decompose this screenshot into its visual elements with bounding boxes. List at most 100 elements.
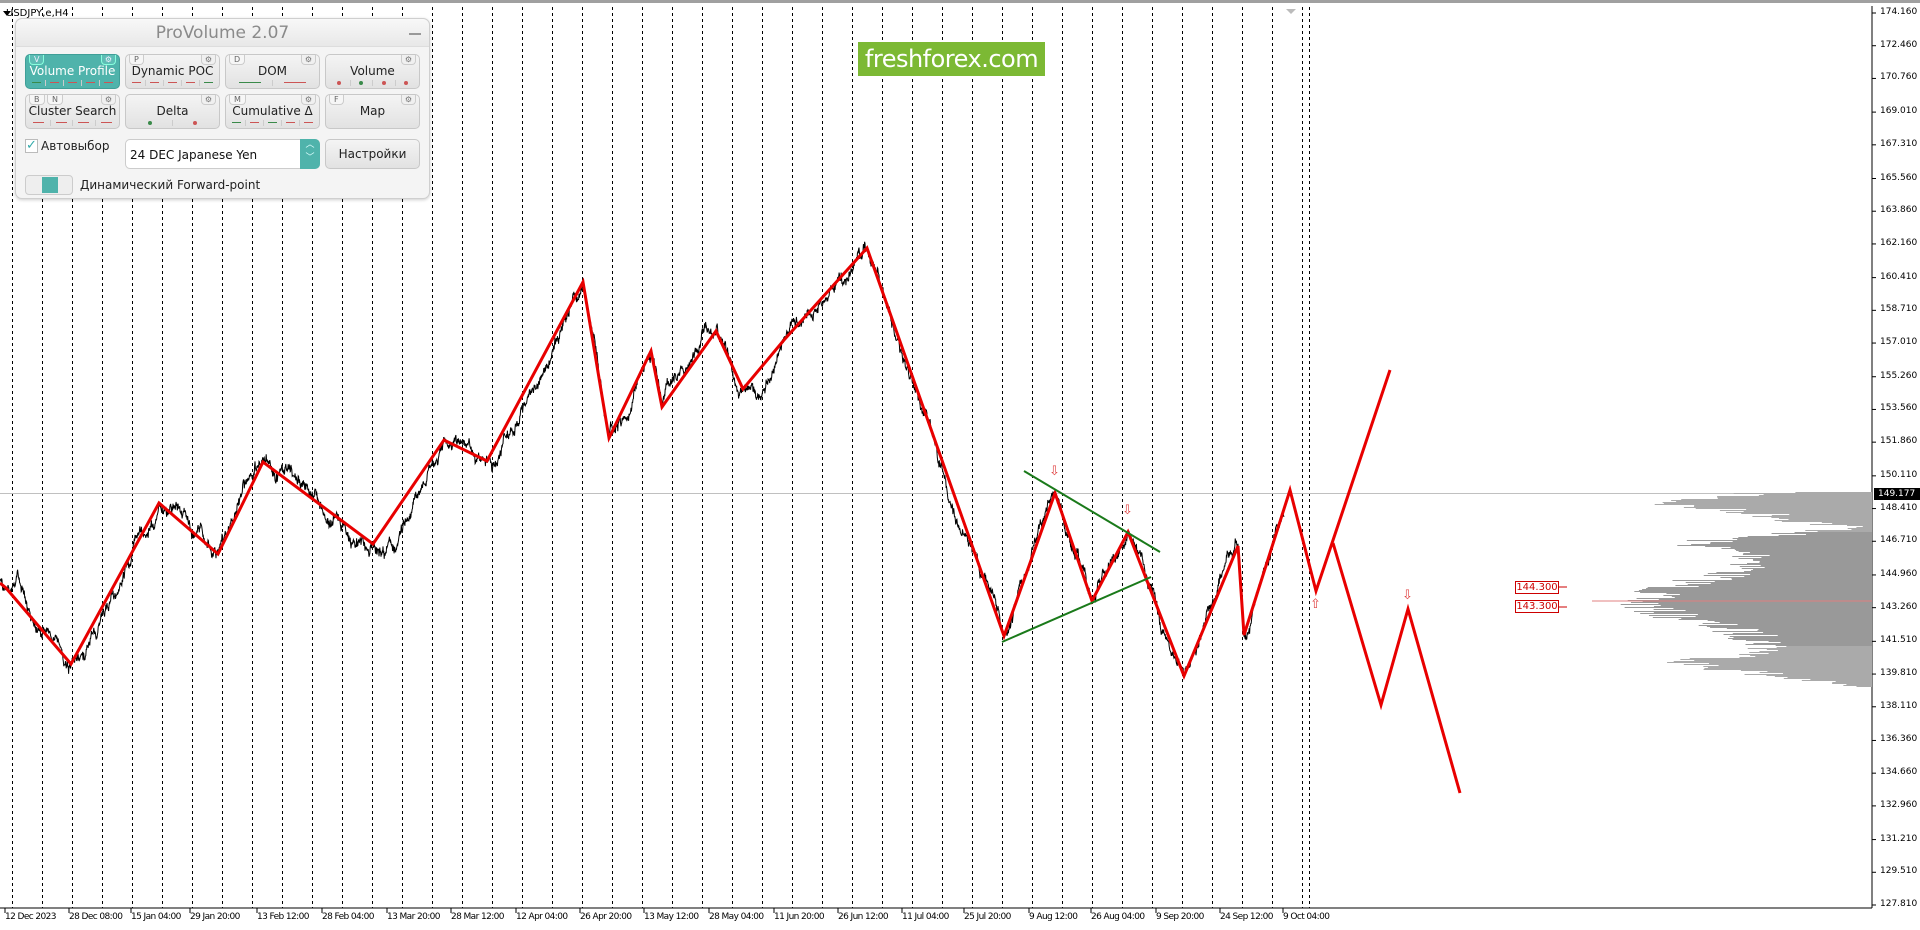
time-label: 26 Apr 20:00 — [580, 912, 632, 922]
current-price-label: 149.177 — [1874, 488, 1920, 500]
time-label: 28 May 04:00 — [709, 912, 764, 922]
provolume-panel: ProVolume 2.07 V ⚙ Volume Profile P ⚙ Dynami… — [15, 18, 430, 199]
gear-icon[interactable]: ⚙ — [300, 55, 316, 65]
time-label: 11 Jun 20:00 — [774, 912, 825, 922]
button-label: Volume Profile — [29, 64, 116, 78]
price-tick-label: 170.760 — [1880, 72, 1918, 83]
price-tick-label: 158.710 — [1880, 304, 1918, 315]
button-label: Cluster Search — [28, 104, 117, 118]
hotkey: M — [229, 95, 246, 105]
price-tick-label: 151.860 — [1880, 436, 1918, 447]
hotkey: N — [47, 95, 63, 105]
time-label: 28 Mar 12:00 — [451, 912, 505, 922]
level-label-143300[interactable]: 143.300 — [1515, 600, 1559, 613]
price-tick-label: 146.710 — [1880, 535, 1918, 546]
time-label: 13 May 12:00 — [644, 912, 699, 922]
price-tick-label: 132.960 — [1880, 799, 1918, 810]
gear-icon[interactable]: ⚙ — [100, 55, 116, 65]
forward-point-label: Динамический Forward-point — [80, 178, 261, 192]
price-tick-label: 165.560 — [1880, 172, 1918, 183]
auto-select-checkbox[interactable]: ✓ — [25, 138, 38, 153]
cumulative-delta-button[interactable]: M ⚙ Cumulative Δ — [225, 94, 320, 129]
price-tick-label: 163.860 — [1880, 205, 1918, 216]
price-tick-label: 169.010 — [1880, 106, 1918, 117]
gear-icon[interactable]: ⚙ — [400, 55, 416, 65]
settings-button[interactable]: Настройки — [325, 139, 420, 169]
instrument-select[interactable]: 24 DEC Japanese Yen ︿ ﹀ — [125, 139, 320, 169]
trendline-upper — [1023, 470, 1161, 553]
instrument-value: 24 DEC Japanese Yen — [130, 148, 258, 162]
gear-icon[interactable]: ⚙ — [400, 95, 416, 105]
price-tick-label: 162.160 — [1880, 237, 1918, 248]
trendline-lower — [1001, 576, 1152, 643]
price-tick-label: 138.110 — [1880, 700, 1918, 711]
time-label: 15 Jan 04:00 — [131, 912, 181, 922]
scroll-marker-icon — [1286, 9, 1296, 14]
price-tick-label: 129.510 — [1880, 866, 1918, 877]
time-label: 12 Apr 04:00 — [516, 912, 568, 922]
hotkey: D — [229, 55, 246, 65]
level-label-144300[interactable]: 144.300 — [1515, 581, 1559, 594]
hotkey: P — [129, 55, 144, 65]
cluster-search-button[interactable]: B N ⚙ Cluster Search — [25, 94, 120, 129]
hotkey: B — [29, 95, 45, 105]
forward-point-toggle[interactable] — [25, 175, 73, 195]
price-tick-label: 150.110 — [1880, 469, 1918, 480]
price-tick-label: 127.810 — [1880, 899, 1918, 909]
time-label: 11 Jul 04:00 — [902, 912, 949, 922]
price-tick-label: 148.410 — [1880, 502, 1918, 513]
price-tick-label: 134.660 — [1880, 767, 1918, 778]
price-tick-label: 141.510 — [1880, 635, 1918, 646]
volume-button[interactable]: ⚙ Volume — [325, 54, 420, 89]
time-label: 13 Feb 12:00 — [257, 912, 309, 922]
symbol-label[interactable]: USDJPY,e,H4 — [6, 8, 69, 19]
time-label: 24 Sep 12:00 — [1220, 912, 1273, 922]
time-label: 9 Aug 12:00 — [1029, 912, 1078, 922]
price-tick-label: 160.410 — [1880, 271, 1918, 282]
gear-icon[interactable]: ⚙ — [100, 95, 116, 105]
time-label: 9 Sep 20:00 — [1156, 912, 1204, 922]
time-label: 12 Dec 2023 — [5, 912, 57, 922]
spinner-icon[interactable]: ︿ ﹀ — [300, 139, 320, 169]
gear-icon[interactable]: ⚙ — [200, 55, 216, 65]
price-tick-label: 153.560 — [1880, 403, 1918, 414]
delta-button[interactable]: ⚙ Delta — [125, 94, 220, 129]
time-label: 29 Jan 20:00 — [190, 912, 240, 922]
button-label: Dynamic POC — [131, 64, 214, 78]
button-label: Volume — [350, 64, 395, 78]
minimize-button[interactable] — [409, 33, 421, 35]
symbol-dropdown-icon — [3, 11, 11, 16]
forecast-line — [1331, 542, 1462, 794]
zigzag-line — [0, 245, 1392, 681]
button-label: Cumulative Δ — [232, 104, 313, 118]
price-tick-label: 167.310 — [1880, 138, 1918, 149]
price-tick-label: 131.210 — [1880, 833, 1918, 844]
price-tick-label: 144.960 — [1880, 568, 1918, 579]
button-label: Delta — [156, 104, 189, 118]
time-label: 13 Mar 20:00 — [387, 912, 441, 922]
price-tick-label: 143.260 — [1880, 601, 1918, 612]
dynamic-poc-button[interactable]: P ⚙ Dynamic POC — [125, 54, 220, 89]
down-arrow-icon: ⇩ — [1122, 503, 1133, 518]
hotkey: V — [29, 55, 45, 65]
time-label: 26 Jun 12:00 — [838, 912, 889, 922]
price-tick-label: 155.260 — [1880, 370, 1918, 381]
price-tick-label: 172.460 — [1880, 39, 1918, 50]
button-label: Map — [359, 104, 386, 118]
volume-profile-button[interactable]: V ⚙ Volume Profile — [25, 54, 120, 89]
time-label: 9 Oct 04:00 — [1283, 912, 1330, 922]
panel-title-text: ProVolume 2.07 — [155, 23, 290, 43]
auto-select-label: Автовыбор — [41, 139, 110, 153]
panel-title: ProVolume 2.07 — [16, 19, 429, 47]
time-label: 26 Aug 04:00 — [1091, 912, 1145, 922]
map-button[interactable]: F ⚙ Map — [325, 94, 420, 129]
button-label: DOM — [257, 64, 288, 78]
price-tick-label: 174.160 — [1880, 7, 1918, 17]
gear-icon[interactable]: ⚙ — [200, 95, 216, 105]
price-tick-label: 136.360 — [1880, 734, 1918, 745]
down-arrow-icon: ⇩ — [1402, 588, 1413, 603]
gear-icon[interactable]: ⚙ — [300, 95, 316, 105]
dom-button[interactable]: D ⚙ DOM — [225, 54, 320, 89]
freshforex-logo: freshforex.com — [858, 42, 1045, 76]
